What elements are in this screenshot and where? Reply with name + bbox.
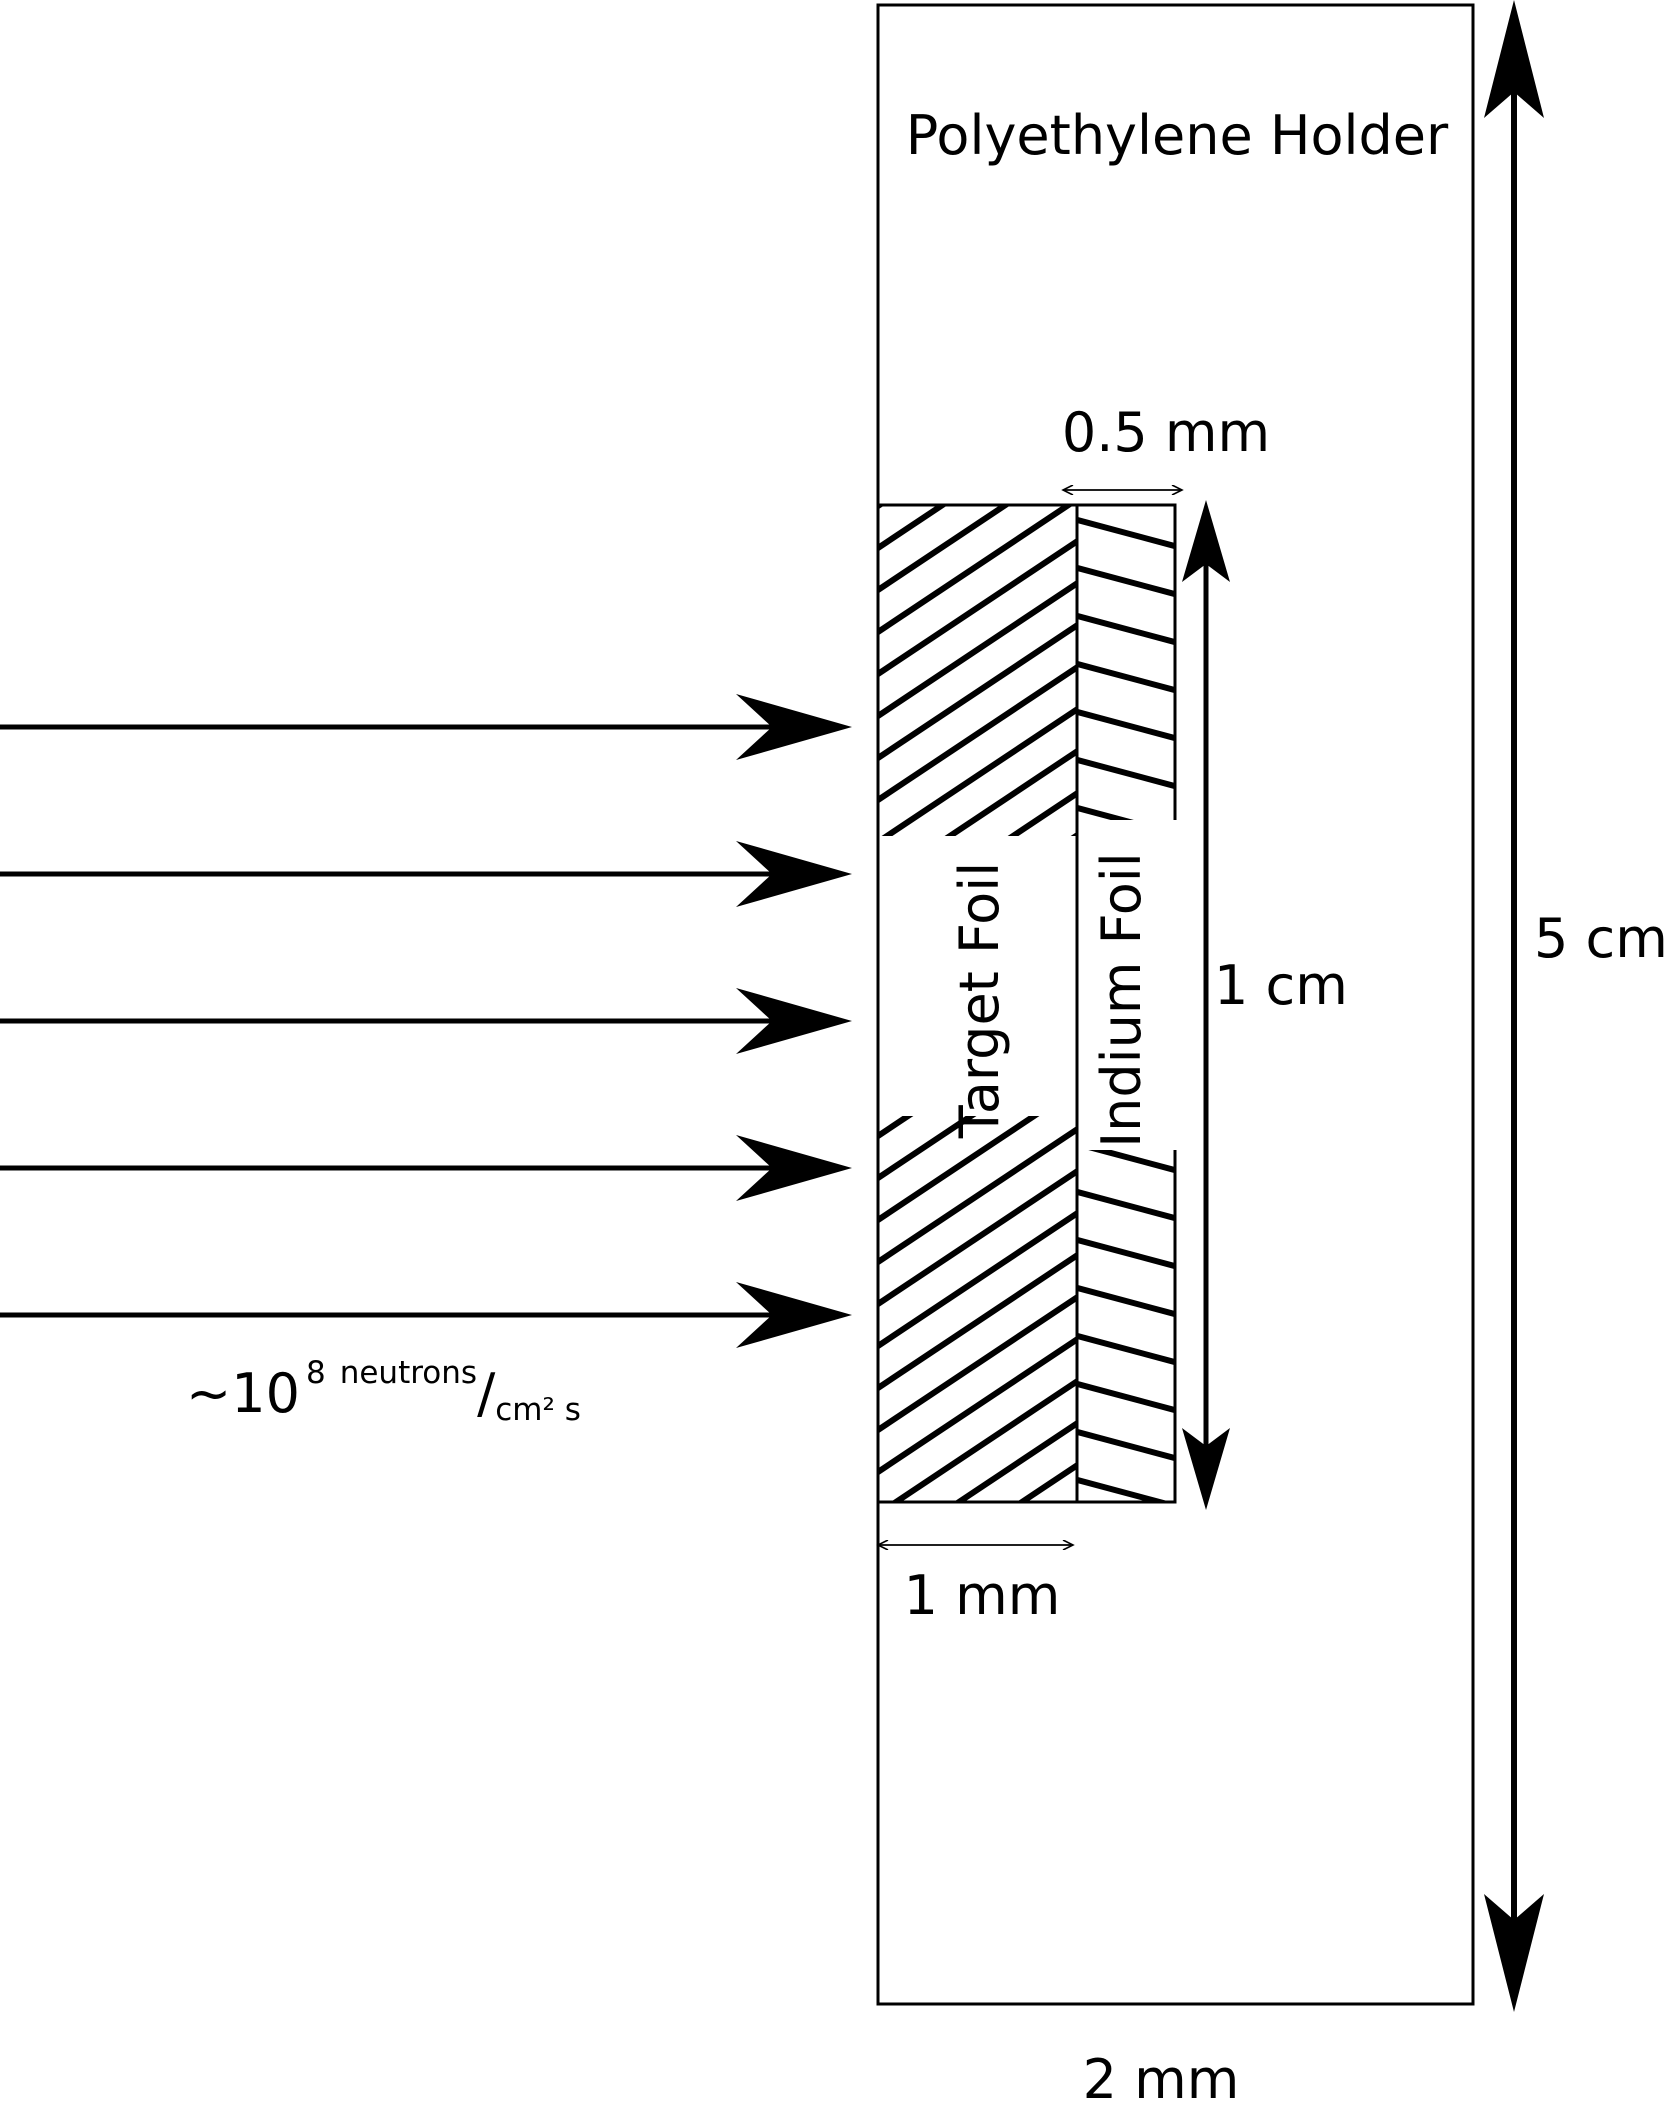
target-hatch-line — [860, 1618, 1100, 1778]
indium-hatch-line — [1077, 1427, 1175, 1463]
target-hatch-line — [860, 148, 1100, 308]
target-hatch-line — [878, 505, 1077, 647]
neutron-beam — [0, 694, 852, 1348]
holder-height-label: 5 cm — [1534, 907, 1668, 970]
target-hatch-line — [860, 1744, 1100, 1904]
indium-hatch-line — [1077, 1235, 1175, 1271]
beam-arrow-head — [736, 694, 852, 760]
indium-hatch-line — [1077, 563, 1175, 599]
target-hatch-line — [860, 1660, 1100, 1820]
target-hatch-line — [860, 1786, 1100, 1946]
target-hatch-line — [878, 1153, 1077, 1319]
beam-arrow-head — [736, 841, 852, 907]
flux-prefix: ~10 — [186, 1362, 300, 1425]
indium-thickness-label: 0.5 mm — [1062, 401, 1270, 464]
foil-height-label: 1 cm — [1214, 954, 1348, 1017]
target-hatch-line — [878, 1363, 1077, 1502]
target-hatch-line — [878, 1321, 1077, 1487]
target-hatch-line — [860, 190, 1100, 350]
holder-label: Polyethylene Holder — [906, 104, 1449, 167]
indium-hatch-line — [1070, 470, 1182, 500]
target-thickness-label: 1 mm — [904, 1564, 1061, 1627]
target-hatch-line — [878, 1405, 1077, 1502]
holder-height-arrow — [1484, 0, 1544, 2012]
target-hatch-line — [878, 1447, 1077, 1502]
indium-hatch-line — [1077, 755, 1175, 791]
beam-arrow-head — [736, 988, 852, 1054]
indium-hatch-line — [1070, 1670, 1182, 1700]
flux-exponent: 8 — [306, 1355, 326, 1391]
indium-hatch-line — [1070, 1526, 1182, 1556]
flux-label: ~10 8 neutrons/cm² s — [186, 1355, 581, 1428]
indium-hatch-line — [1070, 1718, 1182, 1748]
indium-hatch-line — [1077, 659, 1175, 695]
flux-numerator: neutrons — [340, 1355, 477, 1391]
indium-foil-label: Indium Foil — [1090, 852, 1153, 1148]
indium-hatch-line — [1077, 803, 1175, 839]
indium-hatch-line — [1077, 1187, 1175, 1223]
target-hatch-line — [878, 1111, 1077, 1277]
indium-hatch-line — [1077, 707, 1175, 743]
indium-hatch-line — [1070, 1622, 1182, 1652]
target-hatch-line — [860, 232, 1100, 392]
indium-hatch-line — [1070, 1574, 1182, 1604]
flux-slash: / — [477, 1362, 496, 1425]
target-hatch-line — [878, 1279, 1077, 1445]
target-hatch-line — [878, 1237, 1077, 1403]
beam-arrow-head — [736, 1282, 852, 1348]
target-hatch-line — [878, 649, 1077, 815]
target-hatch-line — [878, 505, 1077, 563]
indium-hatch-line — [1077, 515, 1175, 551]
indium-hatch-line — [1077, 611, 1175, 647]
target-hatch-line — [878, 565, 1077, 731]
indium-hatch-line — [1077, 1475, 1175, 1502]
target-hatch-line — [878, 1195, 1077, 1361]
flux-denominator: cm² s — [495, 1392, 581, 1428]
target-hatch-line — [878, 523, 1077, 689]
indium-hatch-line — [1077, 1331, 1175, 1367]
target-hatch-line — [860, 1702, 1100, 1862]
target-hatch-line — [878, 691, 1077, 857]
indium-hatch-line — [1077, 1283, 1175, 1319]
target-foil-label: Target Foil — [948, 862, 1011, 1139]
beam-arrow-head — [736, 1135, 852, 1201]
foil-height-arrow — [1182, 500, 1230, 1510]
target-hatch-line — [878, 607, 1077, 773]
indium-hatch-line — [1077, 1379, 1175, 1415]
target-hatch-line — [878, 505, 1077, 605]
holder-width-label: 2 mm — [1083, 2048, 1240, 2102]
